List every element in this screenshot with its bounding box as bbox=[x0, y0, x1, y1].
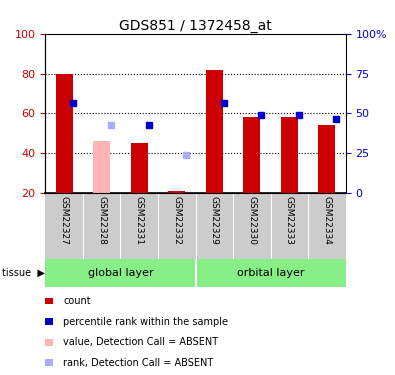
Text: rank, Detection Call = ABSENT: rank, Detection Call = ABSENT bbox=[63, 358, 213, 368]
Bar bbox=[56, 74, 73, 193]
Text: GSM22332: GSM22332 bbox=[172, 196, 181, 245]
Text: global layer: global layer bbox=[88, 268, 153, 278]
Text: count: count bbox=[63, 296, 91, 306]
Bar bbox=[243, 117, 260, 193]
Text: orbital layer: orbital layer bbox=[237, 268, 304, 278]
Bar bbox=[93, 141, 110, 193]
Bar bbox=[281, 117, 298, 193]
Bar bbox=[168, 191, 185, 193]
Text: GSM22331: GSM22331 bbox=[135, 196, 144, 245]
Bar bbox=[206, 70, 223, 193]
Text: GSM22328: GSM22328 bbox=[97, 196, 106, 245]
Title: GDS851 / 1372458_at: GDS851 / 1372458_at bbox=[119, 19, 272, 33]
Bar bbox=[318, 125, 335, 193]
Text: value, Detection Call = ABSENT: value, Detection Call = ABSENT bbox=[63, 337, 218, 347]
Text: percentile rank within the sample: percentile rank within the sample bbox=[63, 316, 228, 327]
Text: tissue  ▶: tissue ▶ bbox=[2, 268, 45, 278]
Text: GSM22330: GSM22330 bbox=[247, 196, 256, 245]
Bar bbox=[131, 143, 148, 193]
Text: GSM22333: GSM22333 bbox=[285, 196, 294, 245]
Text: GSM22334: GSM22334 bbox=[322, 196, 331, 245]
Text: GSM22329: GSM22329 bbox=[210, 196, 219, 245]
Text: GSM22327: GSM22327 bbox=[60, 196, 69, 245]
